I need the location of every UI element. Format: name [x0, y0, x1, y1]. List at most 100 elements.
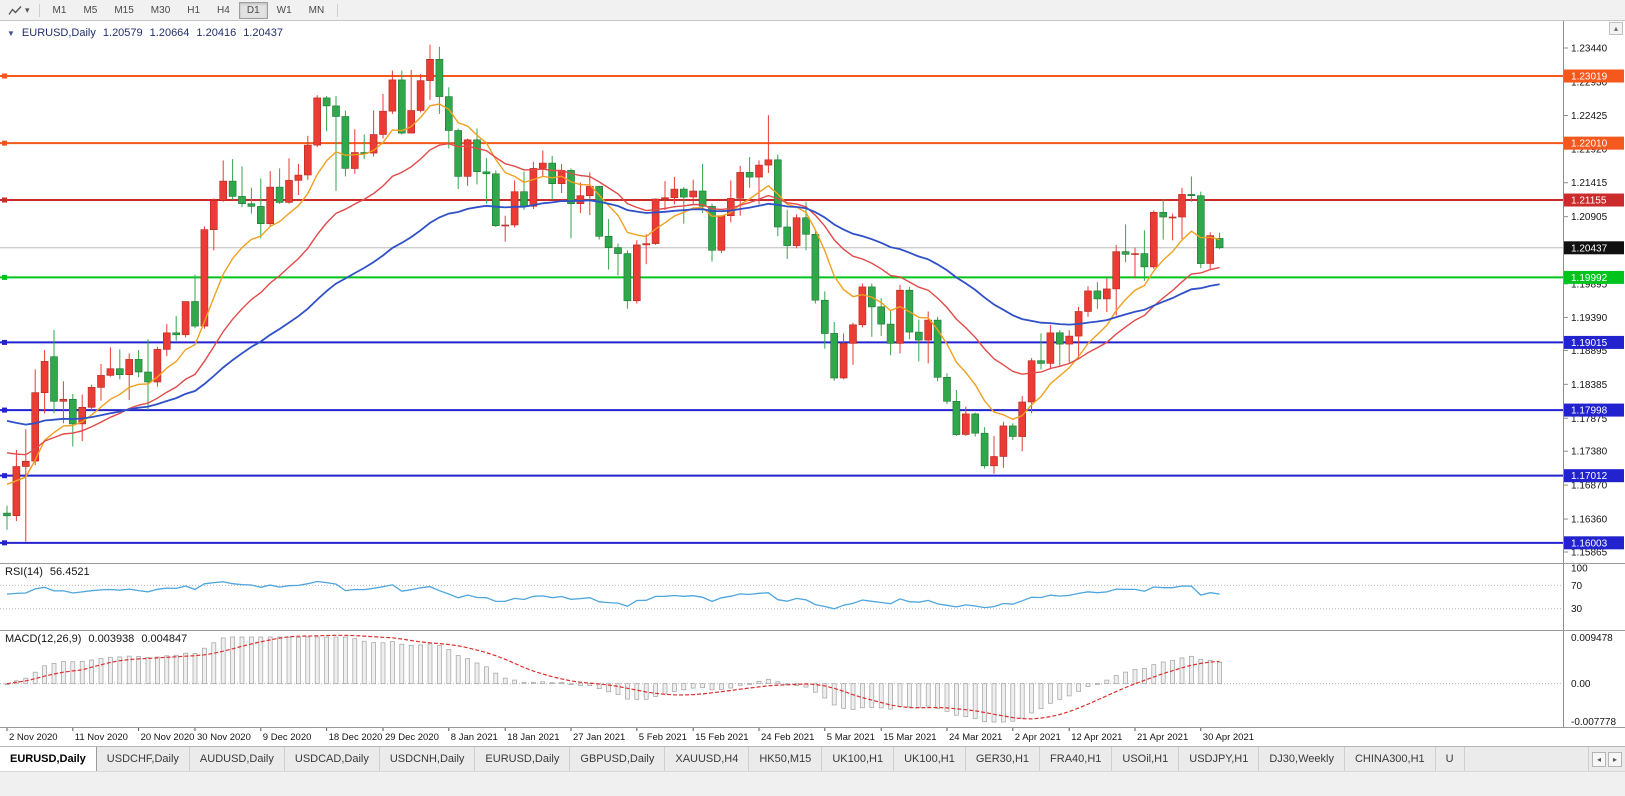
- timeframe-buttons: M1 M5 M15 M30 H1 H4 D1 W1 MN: [45, 1, 333, 19]
- chart-ohlc-header: ▼ EURUSD,Daily 1.20579 1.20664 1.20416 1…: [7, 27, 283, 39]
- chart-tabs: EURUSD,Daily USDCHF,Daily AUDUSD,Daily USDC…: [0, 747, 1465, 771]
- chart-tab-u[interactable]: U: [1435, 747, 1465, 771]
- timeframe-w1-button[interactable]: W1: [276, 4, 292, 16]
- timeframe-d1-button[interactable]: D1: [238, 1, 268, 19]
- macd-chart: 0.009478 0.00 -0.007778: [0, 631, 1616, 727]
- chart-tab-audusd-daily[interactable]: AUDUSD,Daily: [189, 747, 285, 771]
- chart-tab-fra40-h1[interactable]: FRA40,H1: [1040, 747, 1113, 771]
- price-tick-label: 1.18895: [1571, 346, 1608, 357]
- candlestick-chart[interactable]: 1.23440 1.22930 1.22425 1.21920 1.21415 1.209…: [0, 21, 1625, 563]
- date-tick-label: 15 Feb 2021: [695, 732, 748, 743]
- price-label-text: 1.17998: [1571, 406, 1608, 417]
- rsi-chart: 100 70 30: [0, 564, 1588, 630]
- chart-symbol-label: EURUSD,Daily: [21, 27, 96, 39]
- rsi-axis-label: 30: [1571, 604, 1583, 615]
- hline-handle[interactable]: [2, 339, 7, 345]
- macd-indicator-panel[interactable]: MACD(12,26,9) 0.003938 0.004847 0.009478…: [0, 631, 1625, 728]
- timeframe-mn-button[interactable]: MN: [308, 4, 325, 16]
- tabs-scroll-left-icon[interactable]: ◂: [1592, 751, 1606, 767]
- price-chart-panel[interactable]: ▼ EURUSD,Daily 1.20579 1.20664 1.20416 1…: [0, 21, 1625, 564]
- price-label-box: [1564, 136, 1624, 150]
- rsi-indicator-panel[interactable]: RSI(14) 56.4521 100 70 30: [0, 564, 1625, 631]
- price-label-text: 1.22010: [1571, 139, 1608, 150]
- ohlc-high: 1.20664: [149, 27, 190, 39]
- date-axis: 2 Nov 2020 11 Nov 2020 20 Nov 2020 30 Nov 2…: [0, 728, 1625, 746]
- price-tick-label: 1.17380: [1571, 447, 1608, 458]
- date-tick-label: 12 Apr 2021: [1071, 732, 1122, 743]
- price-label-text: 1.20437: [1571, 243, 1608, 254]
- macd-signal-line: [6, 634, 1220, 720]
- date-tick-label: 24 Feb 2021: [761, 732, 814, 743]
- chart-tab-hk50-m15[interactable]: HK50,M15: [749, 747, 823, 771]
- hline-handle[interactable]: [2, 274, 7, 280]
- date-tick-label: 15 Mar 2021: [883, 732, 936, 743]
- price-tick-label: 1.21920: [1571, 145, 1608, 156]
- date-tick-label: 24 Mar 2021: [949, 732, 1002, 743]
- chart-tab-usdjpy-h1[interactable]: USDJPY,H1: [1179, 747, 1260, 771]
- chart-tab-xauusd-h4[interactable]: XAUUSD,H4: [665, 747, 750, 771]
- chart-tab-bar: EURUSD,Daily USDCHF,Daily AUDUSD,Daily USDC…: [0, 746, 1625, 771]
- date-tick-label: 8 Jan 2021: [451, 732, 498, 743]
- chart-tab-gbpusd-daily[interactable]: GBPUSD,Daily: [570, 747, 666, 771]
- chart-tab-usdcad-daily[interactable]: USDCAD,Daily: [284, 747, 380, 771]
- timeframe-m30-button[interactable]: M30: [150, 4, 171, 16]
- chart-tab-usoil-h1[interactable]: USOil,H1: [1112, 747, 1180, 771]
- timeframe-h4-button[interactable]: H4: [217, 4, 230, 16]
- date-tick-label: 5 Feb 2021: [639, 732, 687, 743]
- hline-handle[interactable]: [2, 140, 7, 146]
- price-label-text: 1.17012: [1571, 471, 1608, 482]
- price-label-box: [1564, 69, 1624, 83]
- chart-tab-uk100-h1[interactable]: UK100,H1: [894, 747, 966, 771]
- rsi-line: [6, 580, 1220, 610]
- price-tick-label: 1.22425: [1571, 111, 1608, 122]
- timeframe-m15-button[interactable]: M15: [114, 4, 134, 16]
- hline-handle[interactable]: [2, 407, 7, 413]
- ohlc-close: 1.20437: [243, 27, 283, 39]
- chart-tool-button[interactable]: ▾: [4, 4, 34, 17]
- macd-axis-label: 0.00: [1571, 679, 1591, 690]
- ohlc-low: 1.20416: [196, 27, 237, 39]
- chart-tab-ger30-h1[interactable]: GER30,H1: [965, 747, 1041, 771]
- hline-handle[interactable]: [2, 73, 7, 79]
- timeframe-m5-button[interactable]: M5: [83, 4, 98, 16]
- hline-handle[interactable]: [2, 473, 7, 479]
- date-axis-labels: 2 Nov 2020 11 Nov 2020 20 Nov 2020 30 Nov 2…: [6, 728, 1254, 743]
- chart-tab-usdcnh-daily[interactable]: USDCNH,Daily: [379, 747, 476, 771]
- date-tick-label: 27 Jan 2021: [573, 732, 625, 743]
- timeframe-h1-button[interactable]: H1: [187, 4, 201, 16]
- chart-tab-eurusd-daily[interactable]: EURUSD,Daily: [475, 747, 571, 771]
- date-tick-label: 30 Apr 2021: [1203, 732, 1254, 743]
- timeframe-m1-button[interactable]: M1: [52, 4, 67, 16]
- hline-handle[interactable]: [2, 540, 7, 546]
- toolbar-separator-2: [337, 3, 339, 17]
- chart-tab-dj30-weekly[interactable]: DJ30,Weekly: [1259, 747, 1345, 771]
- chart-tab-china300-h1[interactable]: CHINA300,H1: [1344, 747, 1436, 771]
- rsi-header: RSI(14) 56.4521: [5, 566, 90, 578]
- price-tick-label: 1.19390: [1571, 313, 1608, 324]
- price-label-text: 1.23019: [1571, 72, 1608, 83]
- tabs-scroll-right-icon[interactable]: ▸: [1608, 751, 1622, 767]
- date-tick-label: 29 Dec 2020: [385, 732, 439, 743]
- hline-handle[interactable]: [2, 197, 7, 203]
- price-label-text: 1.19992: [1571, 273, 1608, 284]
- chart-tab-uk100-h1[interactable]: UK100,H1: [822, 747, 895, 771]
- macd-main-value: 0.003938: [88, 633, 135, 645]
- status-bar: [0, 771, 1625, 796]
- price-tick-label: 1.23440: [1571, 44, 1608, 55]
- chart-tab-usdchf-daily[interactable]: USDCHF,Daily: [96, 747, 190, 771]
- date-tick-label: 5 Mar 2021: [827, 732, 875, 743]
- price-label-text: 1.16003: [1571, 538, 1608, 549]
- chart-tab-eurusd-daily[interactable]: EURUSD,Daily: [0, 747, 97, 771]
- date-tick-label: 2 Apr 2021: [1015, 732, 1061, 743]
- ma-slow-line: [6, 199, 1220, 426]
- date-tick-label: 18 Dec 2020: [329, 732, 383, 743]
- chart-scroll-up-icon[interactable]: ▴: [1609, 22, 1623, 35]
- price-label-text: 1.21155: [1571, 196, 1607, 207]
- price-tick-label: 1.21415: [1571, 178, 1608, 189]
- macd-axis-label: 0.009478: [1571, 633, 1613, 644]
- price-tick-label: 1.15865: [1571, 548, 1608, 559]
- rsi-axis-label: 100: [1571, 564, 1588, 575]
- price-label-box: [1564, 469, 1624, 483]
- symbol-dropdown-icon[interactable]: ▼: [7, 28, 15, 38]
